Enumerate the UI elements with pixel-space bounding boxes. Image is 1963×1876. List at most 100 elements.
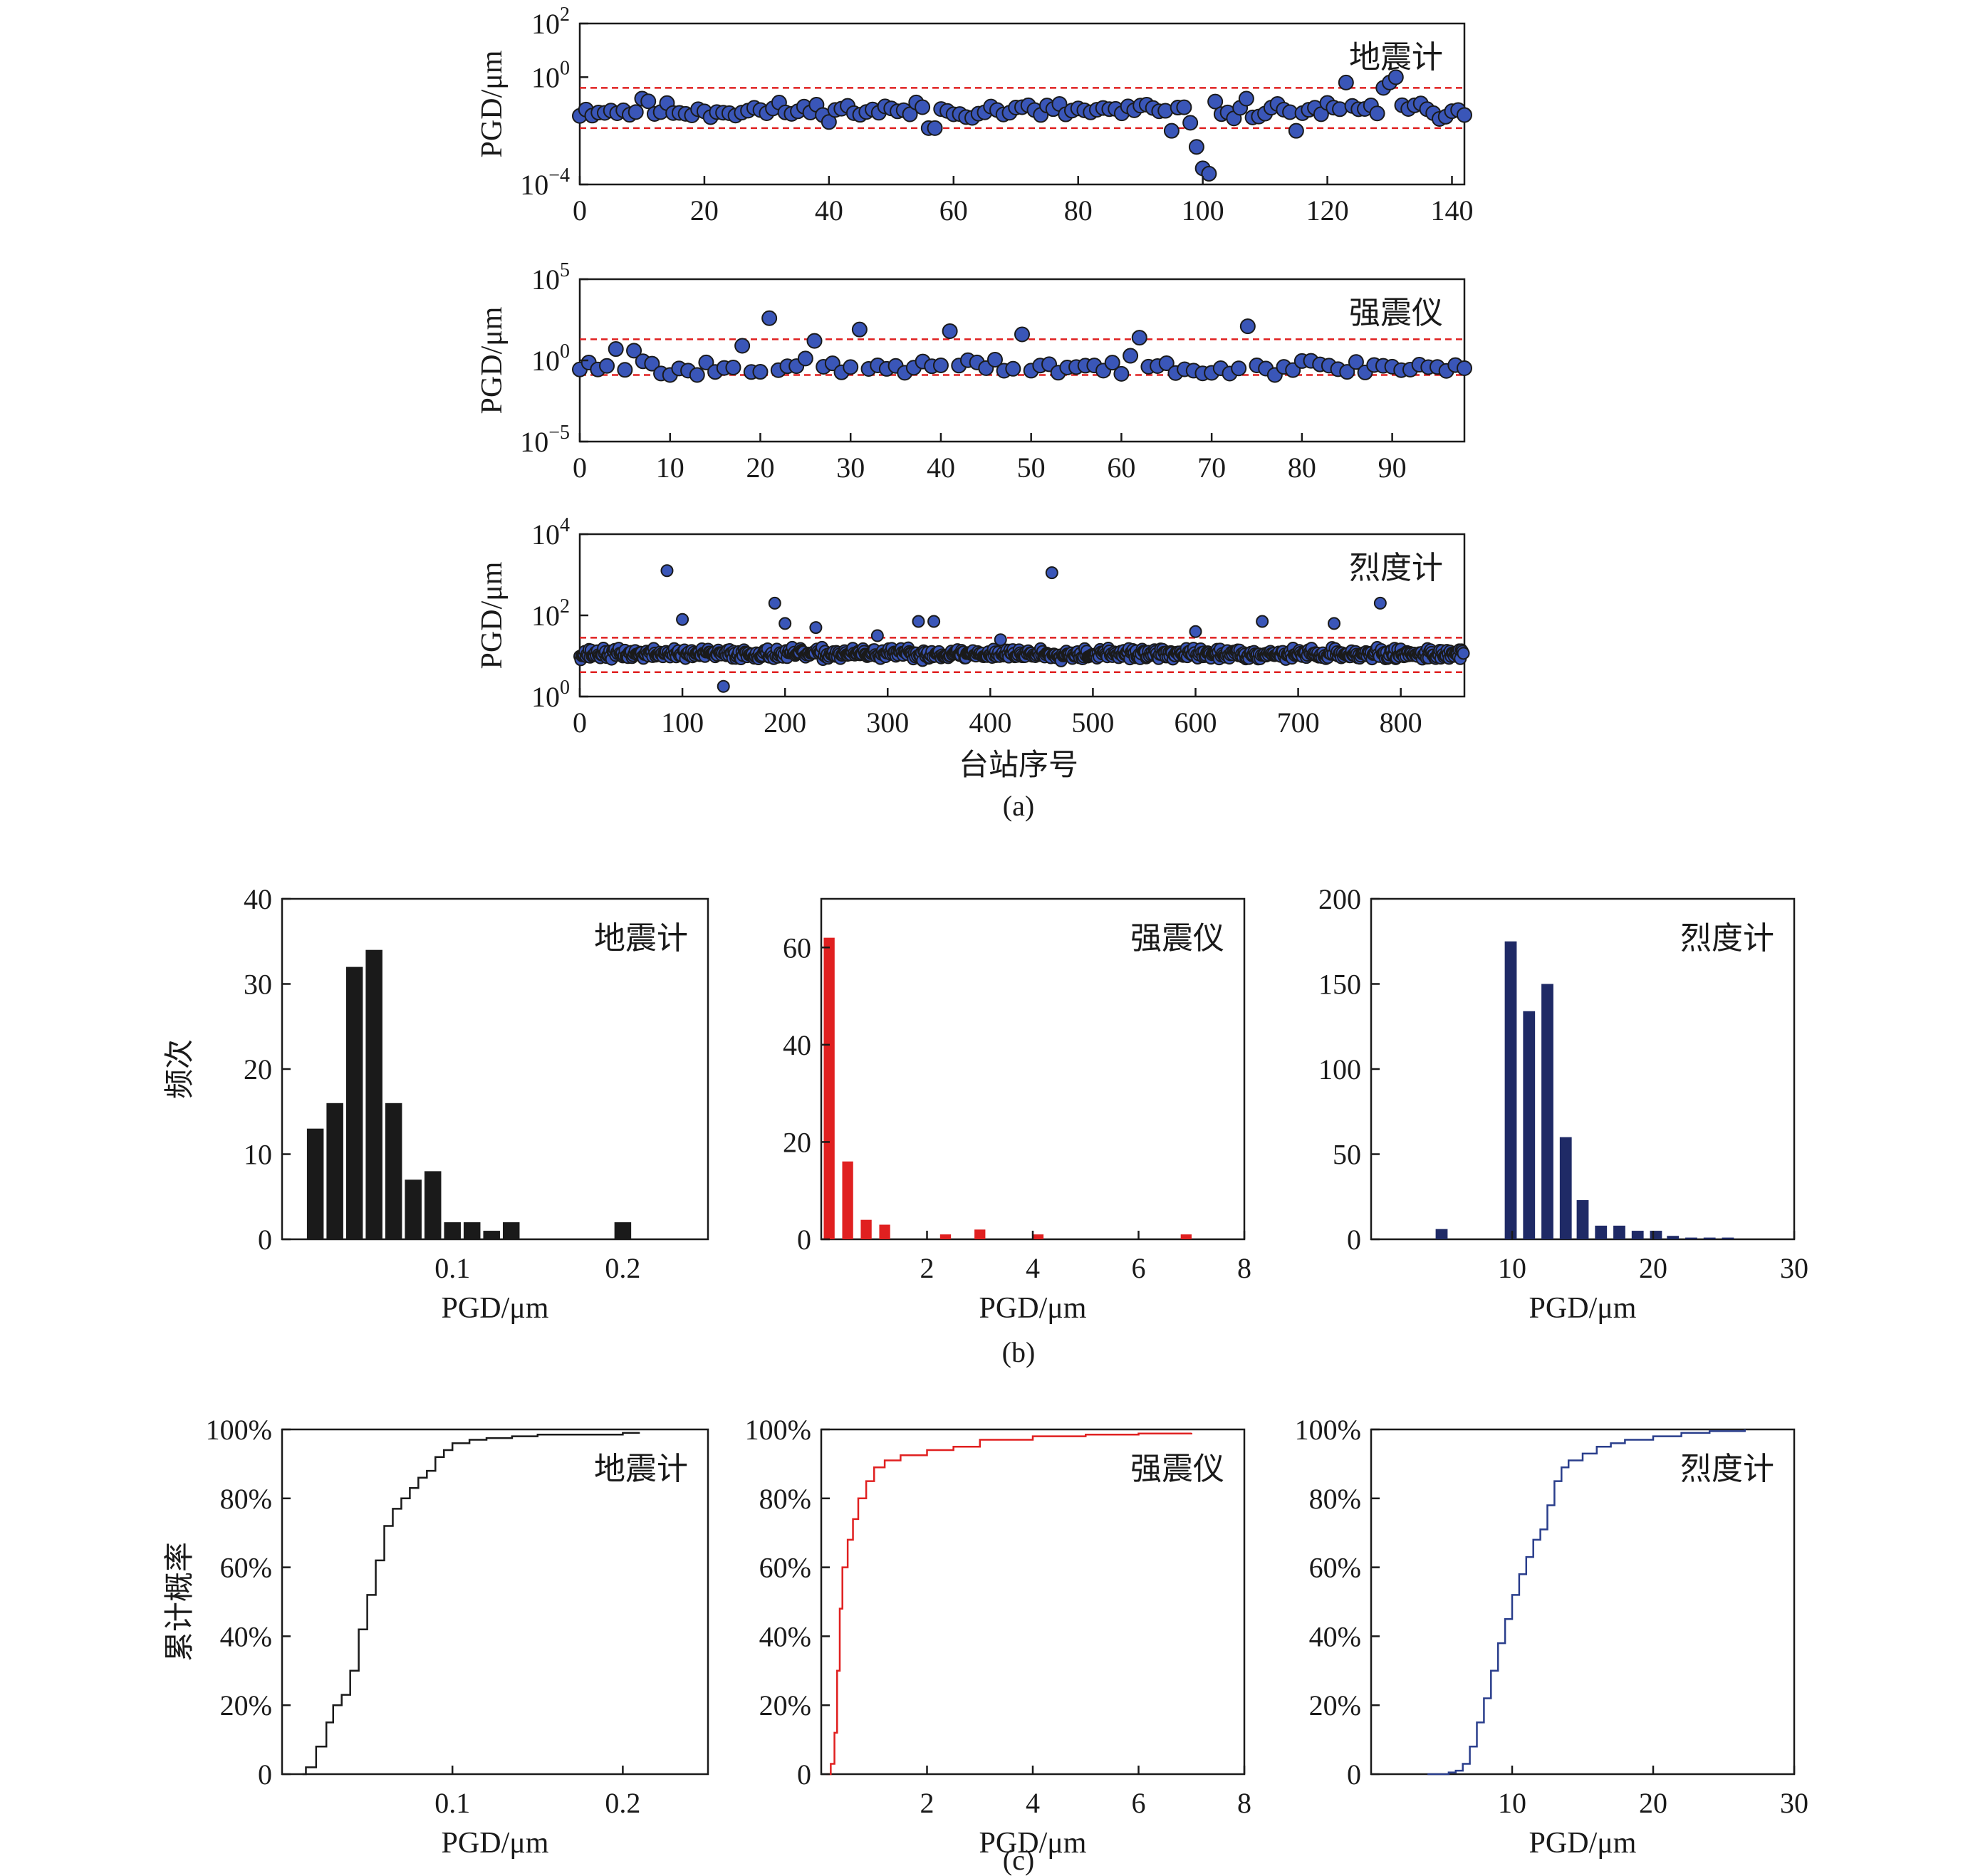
tick-exponent: −5 xyxy=(548,422,570,444)
y-tick-label: 105 xyxy=(531,259,570,296)
cdf-3: 10 20 30 0 20% 40% 60% 80% 100% PGD/μm 烈度计 xyxy=(1295,1414,1808,1860)
x-tick-label: 60 xyxy=(1107,452,1135,484)
panel-label: 烈度计 xyxy=(1680,921,1774,956)
y-axis-label: 频次 xyxy=(164,1039,197,1099)
bar xyxy=(1595,1225,1608,1239)
x-tick-label: 0.1 xyxy=(434,1787,470,1819)
data-point xyxy=(1158,355,1175,372)
y-tick-label: 104 xyxy=(531,514,570,551)
data-point xyxy=(927,120,943,136)
data-point xyxy=(902,106,918,123)
x-tick-label: 20 xyxy=(1639,1252,1667,1284)
x-tick-label: 30 xyxy=(1780,1787,1808,1819)
plot-frame xyxy=(1370,1428,1796,1776)
panel-label: 强震仪 xyxy=(1349,296,1443,330)
data-point xyxy=(1288,123,1304,139)
tick-base: 10 xyxy=(531,61,560,93)
bar xyxy=(974,1229,986,1239)
y-tick-label: 20% xyxy=(759,1689,811,1721)
tick-base: 10 xyxy=(531,518,560,551)
x-tick-label: 10 xyxy=(1498,1252,1526,1284)
y-tick-label: 100 xyxy=(531,677,570,713)
data-point xyxy=(628,104,644,120)
data-point xyxy=(932,357,949,373)
y-tick-label: 10−5 xyxy=(520,422,570,458)
cdf-panels: 0.1 0.2 0 20% 40% 60% 80% 100% PGD/μm 累计概率 地震计 2 4 6 8… xyxy=(163,1414,1808,1860)
data-point xyxy=(843,359,859,375)
x-axis-label: PGD/μm xyxy=(442,1827,549,1860)
cdf-2: 2 4 6 8 0 20% 40% 60% 80% 100% PGD/μm 强震仪 xyxy=(745,1414,1251,1860)
data-point xyxy=(1176,99,1192,115)
bar xyxy=(1631,1231,1644,1239)
bar xyxy=(879,1224,890,1239)
data-point xyxy=(912,615,925,628)
x-tick-label: 10 xyxy=(1498,1787,1526,1819)
y-tick-label: 20% xyxy=(220,1689,272,1721)
tick-exponent: 0 xyxy=(560,57,570,79)
data-point xyxy=(1238,90,1254,107)
data-point xyxy=(1387,69,1404,85)
bar xyxy=(1032,1234,1044,1239)
x-tick-label: 4 xyxy=(1026,1252,1040,1284)
data-point xyxy=(640,93,657,110)
caption-b: (b) xyxy=(1002,1336,1036,1368)
y-tick-label: 60% xyxy=(220,1552,272,1584)
cdf-line xyxy=(1427,1429,1746,1776)
data-point xyxy=(676,613,689,626)
y-tick-label: 60% xyxy=(1309,1552,1361,1584)
x-tick-label: 300 xyxy=(866,707,909,739)
bar xyxy=(1523,1011,1536,1239)
x-tick-label: 0 xyxy=(573,707,587,739)
bar xyxy=(1559,1137,1572,1239)
cdf-line xyxy=(302,1432,640,1776)
data-point xyxy=(1231,360,1247,377)
x-tick-label: 2 xyxy=(920,1252,934,1284)
x-tick-label: 100 xyxy=(661,707,704,739)
y-tick-label: 0 xyxy=(258,1224,272,1256)
data-point xyxy=(599,358,615,374)
data-point xyxy=(1338,74,1354,90)
data-point xyxy=(1207,93,1224,110)
data-point xyxy=(717,679,730,693)
x-axis-label: PGD/μm xyxy=(979,1827,1087,1860)
x-tick-label: 40 xyxy=(815,194,843,226)
data-point xyxy=(1188,139,1204,155)
data-point xyxy=(1113,365,1130,382)
bar xyxy=(405,1179,422,1239)
histogram-1: 0.1 0.2 0 10 20 30 40 PGD/μm 频次 地震计 xyxy=(164,883,709,1325)
x-tick-label: 500 xyxy=(1071,707,1114,739)
y-tick-label: 0 xyxy=(1347,1224,1361,1256)
data-point xyxy=(1045,566,1058,580)
x-tick-label: 70 xyxy=(1197,452,1226,484)
tick-exponent: 4 xyxy=(560,514,570,536)
x-tick-label: 80 xyxy=(1288,452,1316,484)
data-point xyxy=(1239,318,1256,335)
data-point xyxy=(806,333,823,349)
bar xyxy=(1180,1234,1192,1239)
x-tick-label: 10 xyxy=(656,452,684,484)
bar xyxy=(1722,1237,1734,1239)
data-point xyxy=(870,629,884,642)
data-point xyxy=(821,114,837,130)
bar xyxy=(860,1219,872,1239)
x-tick-label: 30 xyxy=(1780,1252,1808,1284)
x-tick-label: 20 xyxy=(1639,1787,1667,1819)
x-tick-label: 50 xyxy=(1017,452,1046,484)
x-axis-label: PGD/μm xyxy=(1529,1292,1637,1325)
x-tick-label: 120 xyxy=(1306,194,1349,226)
data-point xyxy=(734,338,751,354)
x-tick-label: 60 xyxy=(939,194,968,226)
y-tick-label: 0 xyxy=(258,1758,272,1791)
y-axis-label: PGD/μm xyxy=(476,306,509,414)
x-tick-label: 20 xyxy=(746,452,774,484)
x-tick-label: 40 xyxy=(927,452,955,484)
tick-exponent: 5 xyxy=(560,259,570,281)
x-tick-label: 140 xyxy=(1431,194,1474,226)
y-tick-label: 100% xyxy=(745,1414,811,1446)
data-point xyxy=(1328,617,1341,630)
panel-label: 烈度计 xyxy=(1680,1452,1774,1486)
x-tick-label: 0.2 xyxy=(605,1252,640,1284)
bar xyxy=(1541,984,1553,1239)
bar xyxy=(939,1234,952,1239)
x-tick-label: 0 xyxy=(573,452,587,484)
